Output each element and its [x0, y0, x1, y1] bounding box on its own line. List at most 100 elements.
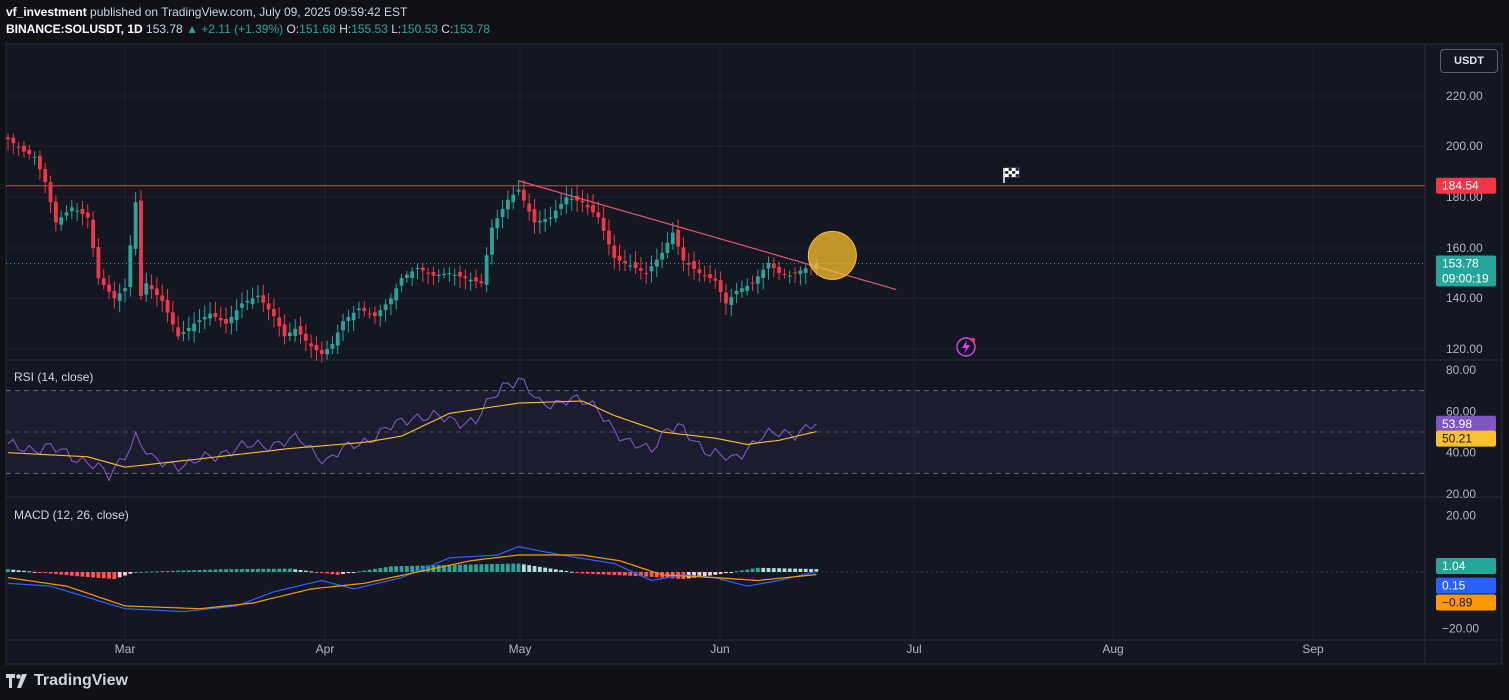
candle-body — [745, 285, 750, 291]
flag-icon-cell — [1008, 167, 1013, 172]
tradingview-brand: TradingView — [34, 672, 128, 689]
macd-histogram-bar — [256, 568, 260, 572]
macd-histogram-bar — [638, 572, 643, 577]
candle-body — [713, 278, 718, 281]
candle-body — [112, 291, 117, 299]
macd-histogram-bar — [500, 563, 505, 572]
macd-histogram-bar — [521, 564, 526, 572]
macd-histogram-bar — [309, 571, 314, 573]
macd-histogram-bar — [506, 563, 510, 572]
macd-histogram-bar — [272, 568, 276, 572]
candle-body — [559, 203, 563, 209]
macd-histogram-bar — [415, 565, 420, 572]
candle-body — [506, 199, 510, 210]
macd-histogram-bar — [649, 572, 654, 577]
macd-histogram-bar — [442, 565, 446, 572]
ohlc-legend: BINANCE:SOLUSDT, 1D 153.78 ▲ +2.11 (+1.3… — [6, 22, 490, 36]
currency-button[interactable]: USDT — [1440, 49, 1498, 73]
candle-body — [117, 293, 122, 301]
macd-histogram-bar — [330, 572, 335, 575]
macd-histogram-bar — [803, 568, 808, 572]
candle-body — [197, 320, 202, 322]
candle-body — [596, 212, 601, 218]
macd-histogram-bar — [713, 572, 718, 575]
candle-body — [617, 255, 622, 261]
candle-body — [245, 300, 250, 303]
candle-body — [702, 275, 707, 277]
signal-line — [7, 554, 817, 610]
candle-body — [479, 281, 484, 284]
macd-histogram-bar — [208, 569, 212, 572]
macd-histogram-bar — [490, 564, 494, 572]
candle-body — [256, 295, 260, 297]
resistance-label: 184.54 — [1442, 179, 1479, 193]
candle-body — [442, 273, 446, 275]
candle-body — [272, 308, 276, 317]
candle-body — [346, 316, 351, 321]
rsi-ma-value-label: 50.21 — [1442, 432, 1472, 446]
candle-body — [644, 272, 649, 274]
candle-body — [155, 288, 159, 296]
candle-body — [240, 303, 244, 308]
macd-histogram-bar — [367, 569, 372, 572]
candle-body — [165, 300, 170, 313]
candle-body — [686, 263, 691, 265]
candle-body — [787, 275, 792, 277]
tradingview-logo[interactable]: TradingView — [6, 672, 128, 690]
candle-body — [718, 280, 723, 293]
macd-histogram-bar — [6, 569, 10, 572]
candle-body — [75, 210, 80, 212]
macd-histogram-bar — [314, 572, 319, 573]
candle-body — [458, 271, 462, 277]
macd-histogram-bar — [777, 568, 782, 572]
macd-histogram-bar — [575, 572, 579, 573]
candle-body — [69, 207, 74, 212]
macd-histogram-bar — [362, 570, 367, 572]
rsi-value-label: 53.98 — [1442, 417, 1472, 431]
macd-histogram-bar — [729, 572, 734, 573]
candle-body — [612, 245, 617, 258]
macd-histogram-bar — [761, 567, 766, 572]
macd-histogram-bar — [59, 572, 64, 575]
rsi-ma-value-label-bg — [1436, 430, 1496, 447]
candle-body — [181, 332, 186, 335]
candle-body — [6, 137, 10, 140]
macd-histogram-bar — [569, 571, 574, 573]
candle-body — [431, 272, 436, 276]
candle-body — [527, 203, 532, 212]
price-tick-label: 120.00 — [1446, 342, 1483, 356]
author-name[interactable]: vf_investment — [6, 5, 87, 19]
candle-body — [729, 297, 734, 306]
publisher-line: vf_investment published on TradingView.c… — [6, 5, 407, 19]
rsi-tick-label: 40.00 — [1446, 446, 1476, 460]
candle-body — [53, 201, 58, 223]
macd-histogram-bar — [511, 563, 516, 572]
macd-histogram-bar — [43, 572, 48, 573]
candle-body — [426, 272, 431, 274]
time-tick-label: May — [509, 642, 532, 656]
macd-histogram-bar — [117, 572, 122, 578]
macd-histogram-bar — [16, 570, 21, 572]
price-tick-label: 140.00 — [1446, 291, 1483, 305]
candle-body — [681, 247, 686, 261]
macd-histogram-bar — [654, 572, 659, 578]
price-tick-label: 200.00 — [1446, 139, 1483, 153]
flag-icon-cell — [1015, 170, 1020, 175]
macd-histogram-bar — [527, 565, 532, 572]
candle-body — [500, 209, 505, 217]
candle-body — [607, 230, 611, 245]
macd-histogram-bar — [787, 568, 792, 572]
candle-body — [543, 219, 548, 222]
macd-histogram-bar — [192, 570, 197, 572]
candle-body — [261, 295, 266, 303]
candle-body — [564, 197, 569, 205]
price-change: ▲ +2.11 (+1.39%) — [186, 22, 284, 36]
candle-body — [128, 245, 133, 288]
macd-histogram-bar — [623, 572, 627, 576]
macd-histogram-bar — [771, 568, 776, 572]
candle-body — [309, 343, 314, 347]
candle-body — [569, 198, 574, 200]
macd-histogram-bar — [373, 568, 377, 572]
macd-histogram-bar — [213, 569, 218, 572]
